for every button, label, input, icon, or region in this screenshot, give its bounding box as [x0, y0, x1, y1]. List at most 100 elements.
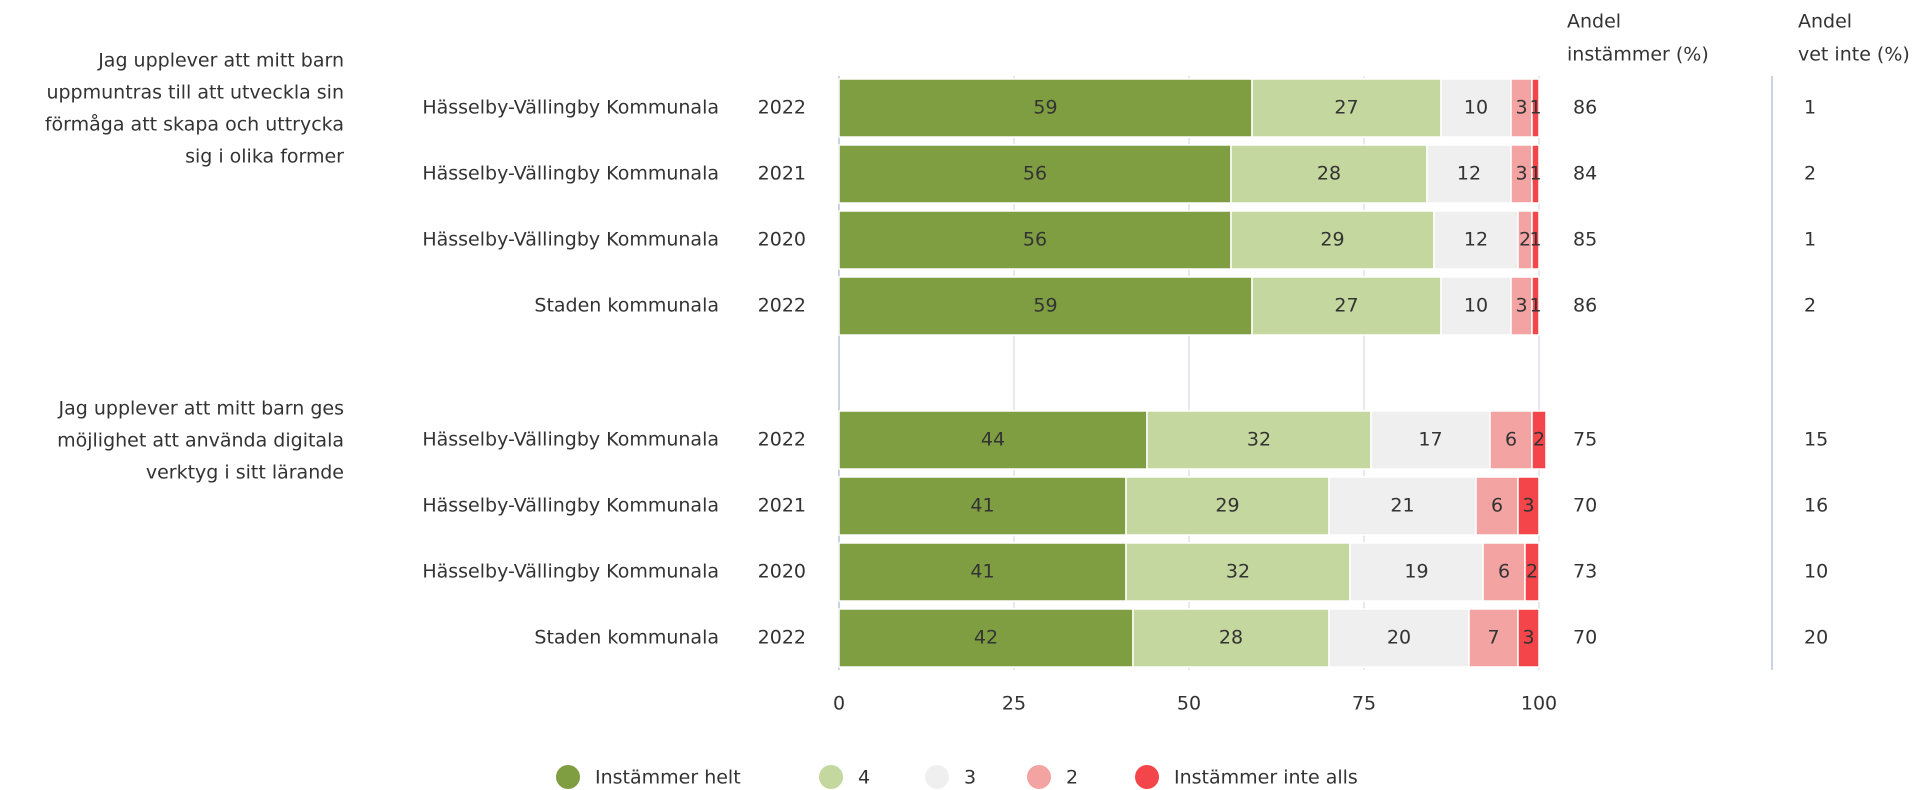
column-value: 86: [1573, 97, 1597, 119]
column-value: 84: [1573, 163, 1597, 185]
value-label: 59: [1033, 97, 1057, 119]
value-label: 3: [1515, 295, 1527, 317]
value-label: 19: [1404, 561, 1428, 583]
column-value: 70: [1573, 627, 1597, 649]
year-label: 2022: [758, 429, 806, 451]
column-value: 86: [1573, 295, 1597, 317]
value-label: 21: [1390, 495, 1414, 517]
bar-segment: [1475, 476, 1519, 536]
value-label: 12: [1457, 163, 1481, 185]
bar-segment: [1146, 410, 1372, 470]
bar-segment: [1468, 608, 1519, 668]
legend-label: 2: [1066, 767, 1078, 789]
category-label: Hässelby-Vällingby Kommunala: [422, 163, 719, 185]
column-header: instämmer (%): [1567, 44, 1709, 66]
column-value: 75: [1573, 429, 1597, 451]
bar-segment: [838, 608, 1134, 668]
category-label: Hässelby-Vällingby Kommunala: [422, 495, 719, 517]
column-value: 2: [1804, 163, 1816, 185]
group-label: sig i olika former: [185, 146, 344, 168]
x-tick-label: 75: [1352, 693, 1376, 715]
value-label: 3: [1515, 97, 1527, 119]
bar-segment: [1517, 608, 1540, 668]
value-label: 1: [1529, 295, 1541, 317]
column-value: 1: [1804, 229, 1816, 251]
bar-segment: [1482, 542, 1526, 602]
group-label: verktyg i sitt lärande: [146, 462, 344, 484]
category-label: Staden kommunala: [534, 627, 719, 649]
value-label: 20: [1387, 627, 1411, 649]
year-label: 2020: [758, 561, 806, 583]
value-label: 56: [1023, 229, 1047, 251]
bar-segment: [1440, 276, 1512, 336]
value-label: 27: [1334, 97, 1358, 119]
value-label: 27: [1334, 295, 1358, 317]
bar-segment: [1230, 144, 1428, 204]
bar-segment: [838, 78, 1253, 138]
legend-label: 4: [858, 767, 870, 789]
column-value: 1: [1804, 97, 1816, 119]
value-label: 2: [1526, 561, 1538, 583]
value-label: 3: [1522, 627, 1534, 649]
category-label: Staden kommunala: [534, 295, 719, 317]
bar-segment: [1433, 210, 1519, 270]
legend-label: Instämmer helt: [595, 767, 741, 789]
column-value: 16: [1804, 495, 1828, 517]
category-label: Hässelby-Vällingby Kommunala: [422, 97, 719, 119]
value-label: 2: [1533, 429, 1545, 451]
group-label: möjlighet att använda digitala: [57, 430, 344, 452]
bar-segment: [1230, 210, 1435, 270]
value-label: 12: [1464, 229, 1488, 251]
bar-segment: [1524, 542, 1540, 602]
bar-segment: [1370, 410, 1491, 470]
group-label: förmåga att skapa och uttrycka: [45, 113, 344, 136]
column-header: Andel: [1798, 11, 1852, 33]
legend-swatch: [1027, 765, 1051, 789]
value-label: 3: [1522, 495, 1534, 517]
value-label: 10: [1464, 295, 1488, 317]
column-value: 20: [1804, 627, 1828, 649]
column-value: 15: [1804, 429, 1828, 451]
x-tick-label: 0: [833, 693, 845, 715]
bar-segment: [1531, 144, 1540, 204]
year-label: 2022: [758, 627, 806, 649]
column-value: 85: [1573, 229, 1597, 251]
group-label: Jag upplever att mitt barn: [97, 50, 344, 72]
bar-segment: [1517, 476, 1540, 536]
value-label: 10: [1464, 97, 1488, 119]
legend-label: Instämmer inte alls: [1174, 767, 1358, 789]
bar-segment: [1251, 276, 1442, 336]
bar-segment: [1125, 476, 1330, 536]
column-header: vet inte (%): [1798, 44, 1910, 66]
bar-segment: [1531, 210, 1540, 270]
bar-segment: [838, 476, 1127, 536]
value-label: 6: [1498, 561, 1510, 583]
group-label: uppmuntras till att utveckla sin: [46, 82, 344, 104]
value-label: 29: [1320, 229, 1344, 251]
value-label: 2: [1519, 229, 1531, 251]
column-value: 73: [1573, 561, 1597, 583]
x-tick-label: 25: [1002, 693, 1026, 715]
value-label: 1: [1529, 229, 1541, 251]
year-label: 2020: [758, 229, 806, 251]
value-label: 28: [1219, 627, 1243, 649]
value-label: 29: [1215, 495, 1239, 517]
x-tick-label: 50: [1177, 693, 1201, 715]
legend-swatch: [925, 765, 949, 789]
bar-segment: [1531, 78, 1540, 138]
category-label: Hässelby-Vällingby Kommunala: [422, 429, 719, 451]
value-label: 44: [981, 429, 1005, 451]
column-value: 70: [1573, 495, 1597, 517]
year-label: 2021: [758, 163, 806, 185]
value-label: 28: [1317, 163, 1341, 185]
value-label: 42: [974, 627, 998, 649]
value-label: 6: [1491, 495, 1503, 517]
year-label: 2021: [758, 495, 806, 517]
value-label: 1: [1529, 163, 1541, 185]
bar-segment: [838, 410, 1148, 470]
legend-swatch: [556, 765, 580, 789]
column-value: 2: [1804, 295, 1816, 317]
value-label: 3: [1515, 163, 1527, 185]
value-label: 17: [1418, 429, 1442, 451]
